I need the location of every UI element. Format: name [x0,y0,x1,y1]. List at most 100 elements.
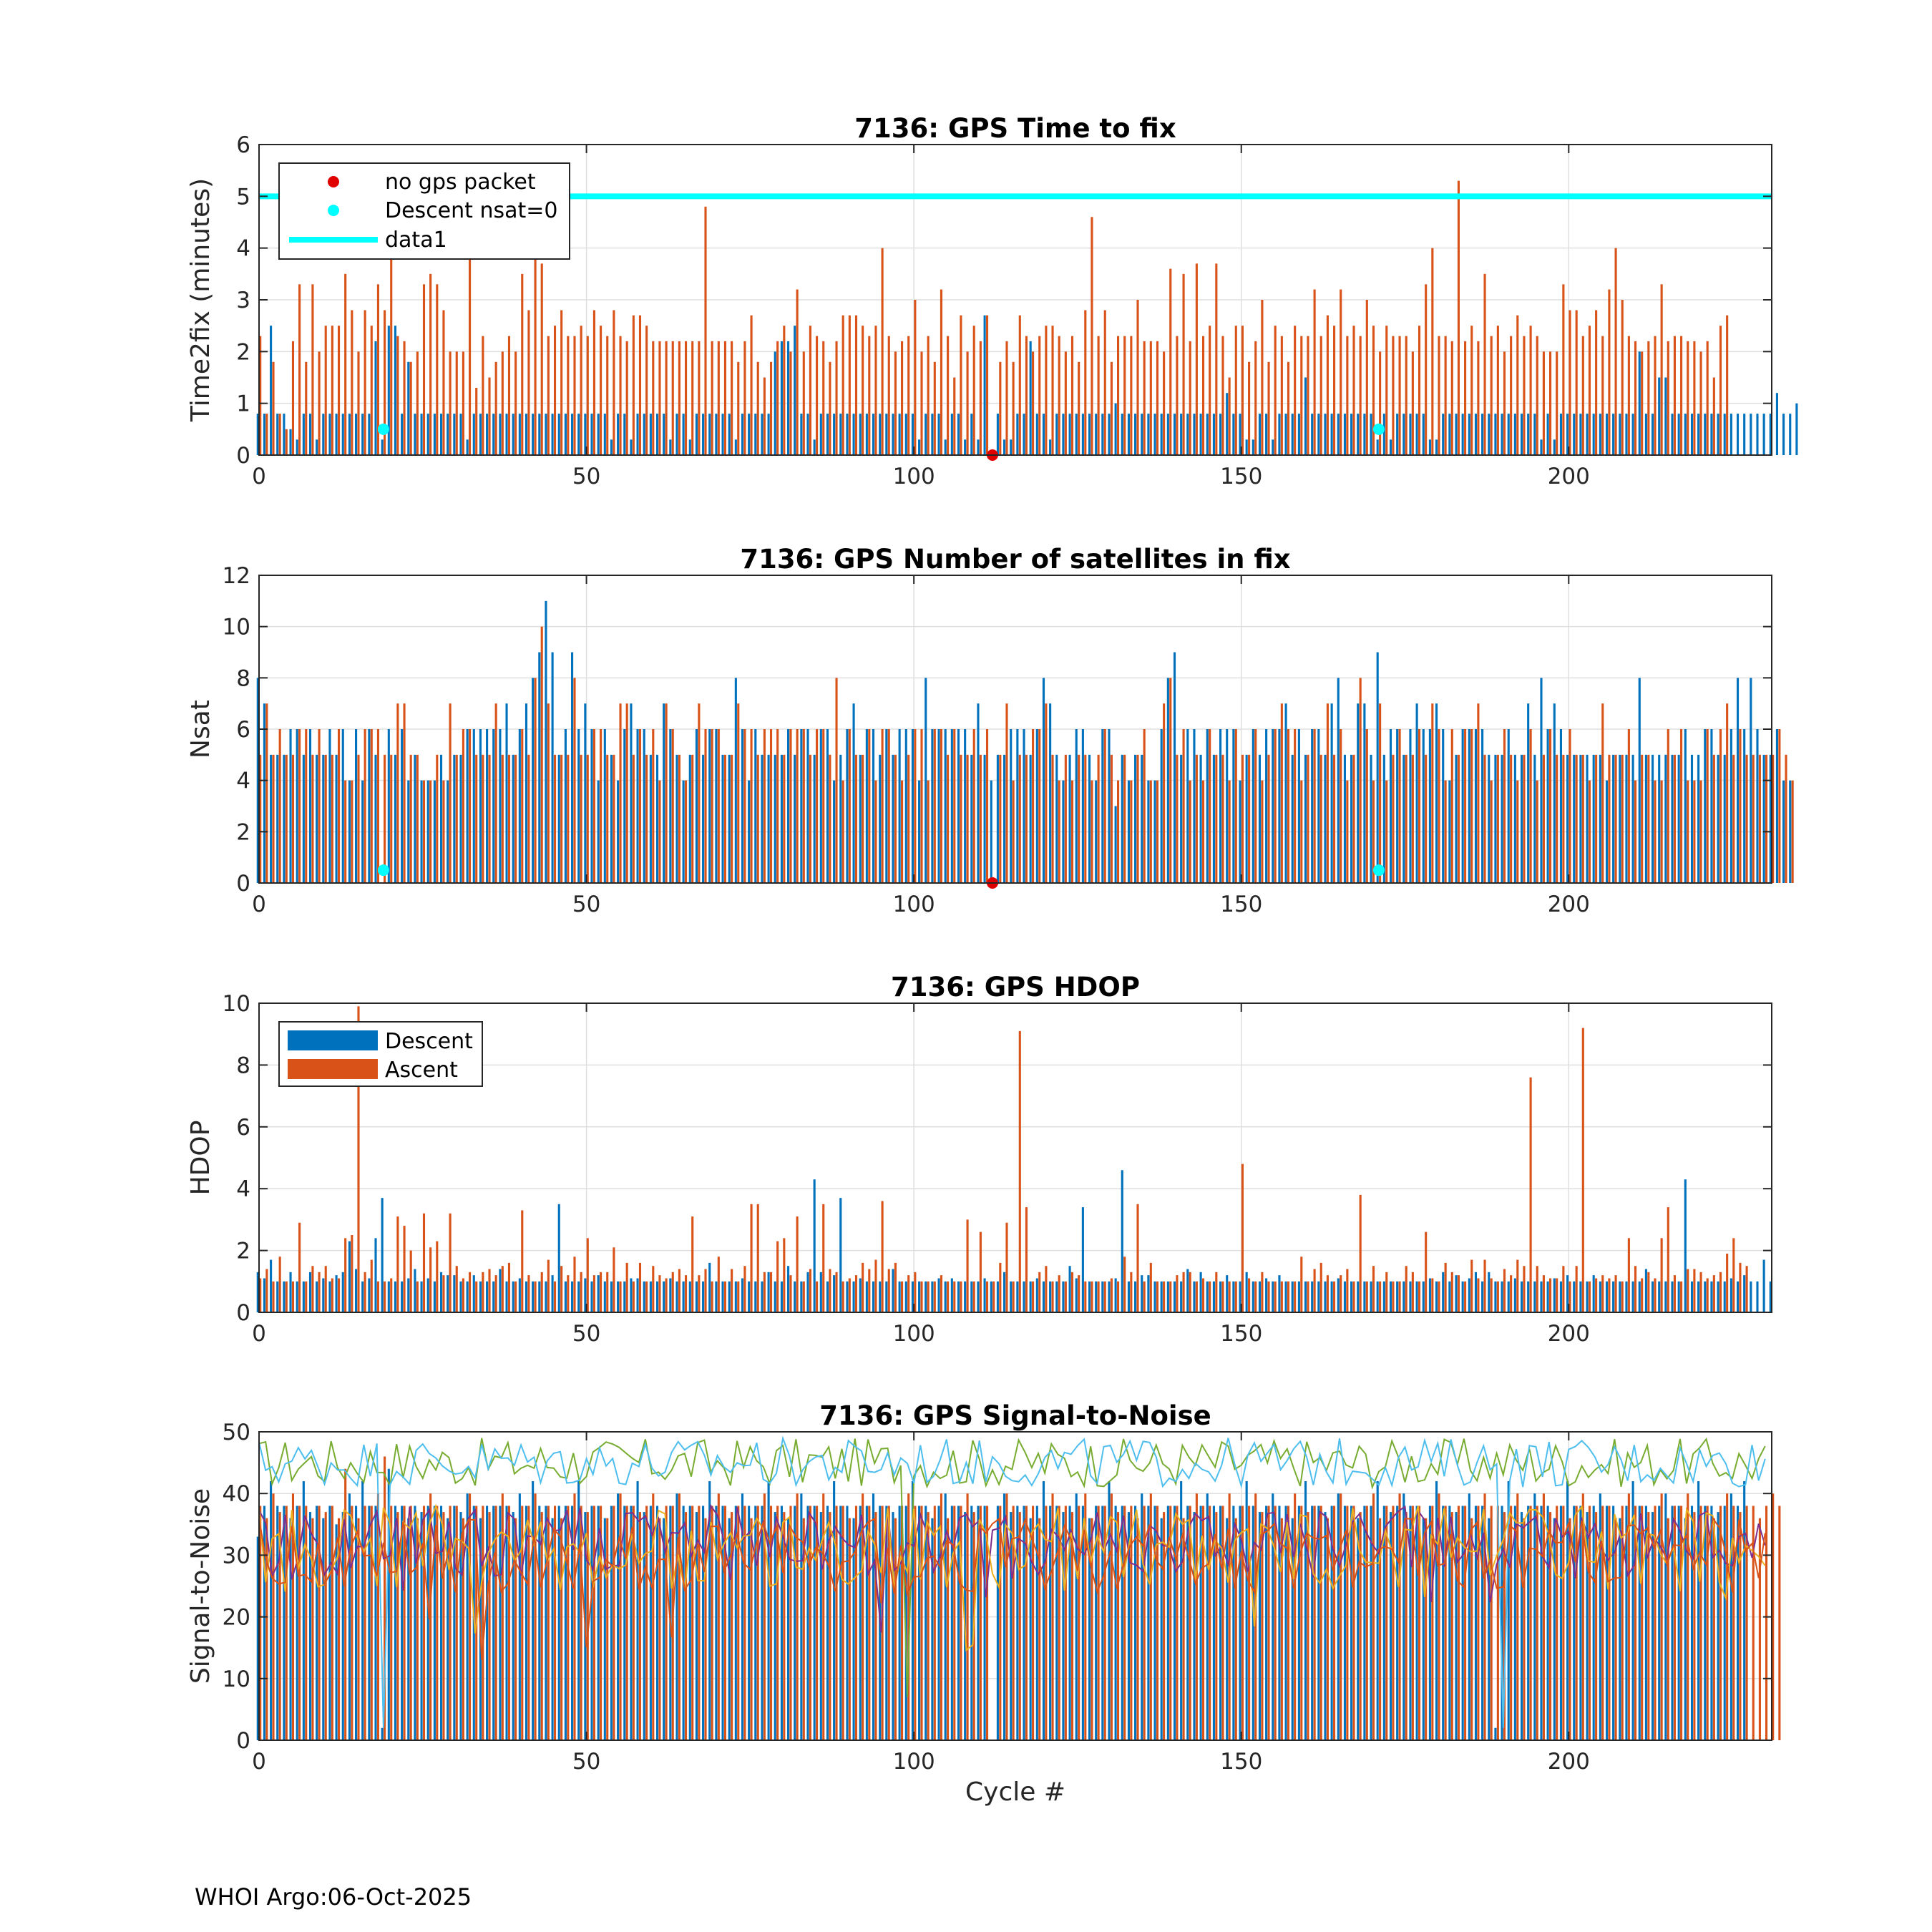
bar-ascent [580,754,582,883]
bar-ascent [698,1506,701,1740]
bar-ascent [600,729,602,883]
bar-descent [800,1493,803,1740]
bar-ascent [1536,1266,1538,1312]
bar-descent [688,1506,691,1740]
marker-descent-nsat0 [377,423,389,435]
bar-descent [603,729,606,883]
bar-descent [885,414,888,455]
bar-descent [302,754,305,883]
bar-descent [1527,703,1530,883]
bar-ascent [1392,1281,1395,1312]
bar-descent [276,754,279,883]
bar-ascent [1241,754,1244,883]
bar-ascent [1693,1512,1696,1740]
bar-ascent [1418,1506,1421,1740]
bar-ascent [1117,1512,1120,1740]
bar-descent [1775,393,1778,455]
bar-descent [787,341,790,455]
bar-descent [623,1281,626,1312]
bar-descent [571,1281,574,1312]
bar-ascent [1431,1278,1434,1312]
bar-descent [1088,754,1091,883]
bar-descent [957,729,960,883]
bar-ascent [933,1281,936,1312]
bar-ascent [586,754,589,883]
bar-descent [1750,678,1752,883]
legend-swatch-ascent [288,1059,378,1079]
bar-ascent [1372,326,1375,455]
bar-ascent [351,1235,353,1312]
bar-ascent [547,336,550,455]
bar-descent [1239,1281,1241,1312]
bar-ascent [390,258,393,455]
bar-descent [518,729,521,883]
bar-descent [1049,1281,1052,1312]
bar-descent [361,1281,364,1312]
bar-ascent [809,326,811,455]
bar-ascent [1431,703,1434,883]
bar-ascent [1313,1269,1316,1312]
bar-descent [525,1281,528,1312]
bar-descent [1199,414,1202,455]
bar-ascent [1641,351,1644,455]
bar-descent [1376,439,1379,455]
bar-ascent [829,1512,831,1740]
footer-stamp: WHOI Argo:06-Oct-2025 [195,1883,472,1911]
bar-ascent [1739,1512,1742,1740]
bar-descent [794,754,796,883]
bar-ascent [501,351,504,455]
bar-ascent [1228,780,1231,883]
bar-ascent [396,703,399,883]
bar-descent [1062,1512,1065,1740]
bar-descent [466,729,469,883]
bar-ascent [1307,754,1309,883]
bar-ascent [1732,754,1735,883]
bar-descent [1619,754,1621,883]
bar-ascent [862,1262,864,1312]
bar-descent [1527,414,1530,455]
bar-ascent [737,703,740,883]
bar-ascent [600,326,602,455]
bar-ascent [835,1506,838,1740]
bar-descent [1343,1506,1346,1740]
bar-descent [1317,1281,1320,1312]
bar-ascent [298,1506,301,1740]
bar-descent [1527,1281,1530,1312]
bar-descent [1180,754,1183,883]
bar-ascent [1660,1238,1663,1312]
bar-ascent [311,1266,314,1312]
bar-ascent [1136,1518,1139,1740]
x-tick-label: 50 [572,464,600,489]
bar-descent [944,729,947,883]
bar-descent [1075,729,1078,883]
bar-ascent [1143,1506,1146,1740]
bar-ascent [1025,1207,1028,1312]
bar-descent [1729,1493,1732,1740]
bar-ascent [1549,1512,1552,1740]
bar-ascent [1510,1275,1513,1312]
bar-ascent [553,754,557,883]
bar-descent [761,414,763,455]
bar-ascent [796,289,799,455]
bar-ascent [1365,300,1368,455]
bar-ascent [494,703,497,883]
bar-descent [787,1266,790,1312]
bar-descent [918,1281,921,1312]
bar-ascent [1248,1506,1251,1740]
bar-ascent [901,1281,904,1312]
bar-ascent [1470,1518,1473,1740]
bar-descent [1055,414,1058,455]
bar-ascent [796,1493,799,1740]
bar-ascent [376,1493,379,1740]
bar-ascent [783,754,786,883]
bar-descent [1474,729,1478,883]
bar-descent [682,1506,685,1740]
bar-ascent [619,1281,622,1312]
bar-descent [1311,729,1314,883]
bar-descent [361,780,364,883]
bar-ascent [776,1241,779,1312]
bar-series-descent [256,1170,1772,1312]
bar-ascent [259,754,262,883]
bar-descent [1435,703,1438,883]
bar-descent [1573,754,1576,883]
